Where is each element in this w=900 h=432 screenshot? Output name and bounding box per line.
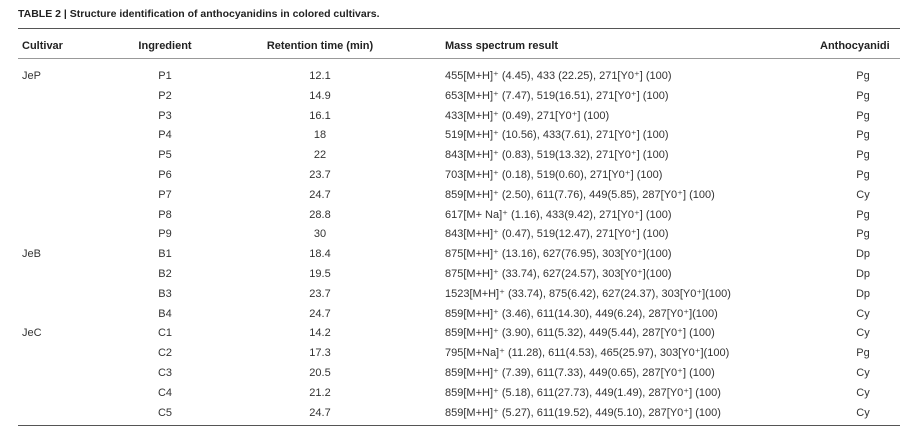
retention-time: 23.7 [309, 169, 331, 181]
anthocyanidin: Dp [855, 248, 871, 261]
ingredient: P4 [158, 129, 172, 142]
retention-time: 24.7 [309, 188, 331, 201]
ingredient: B4 [158, 307, 172, 320]
table-title: TABLE 2 | Structure identification of an… [18, 8, 380, 20]
retention-time: 23.7 [309, 287, 331, 300]
ingredient: C4 [157, 386, 173, 399]
ingredient: P1 [158, 70, 172, 82]
ingredient: P3 [158, 109, 172, 122]
anthocyanidin: Cy [856, 307, 870, 320]
cultivar: JeB [22, 248, 41, 261]
anthocyanidin: Pg [856, 109, 870, 122]
retention-time: 18 [313, 129, 327, 142]
mass-spectrum: 519[M+H]⁺ (10.56), 433(7.61), 271[Y0⁺] (… [445, 129, 669, 142]
anthocyanidin: Pg [856, 149, 870, 162]
column-header: Ingredient [138, 40, 192, 52]
mass-spectrum: 859[M+H]⁺ (5.18), 611(27.73), 449(1.49),… [445, 386, 721, 399]
anthocyanidin: Pg [856, 228, 870, 241]
anthocyanidin: Pg [856, 89, 870, 102]
mass-spectrum: 859[M+H]⁺ (7.39), 611(7.33), 449(0.65), … [445, 367, 715, 379]
column-header: Cultivar [22, 40, 63, 52]
anthocyanidin: Cy [856, 406, 870, 419]
anthocyanidin: Dp [855, 287, 871, 300]
ingredient: B2 [158, 268, 172, 280]
ingredient: P2 [158, 89, 172, 102]
ingredient: C2 [157, 347, 173, 360]
retention-time: 14.9 [309, 89, 331, 102]
retention-time: 28.8 [309, 208, 331, 221]
retention-time: 30 [313, 228, 327, 241]
anthocyanidin: Pg [856, 129, 870, 142]
anthocyanidin: Cy [856, 367, 870, 379]
retention-time: 12.1 [309, 70, 331, 82]
retention-time: 18.4 [309, 248, 331, 261]
mass-spectrum: 653[M+H]⁺ (7.47), 519(16.51), 271[Y0⁺] (… [445, 89, 669, 102]
mass-spectrum: 455[M+H]⁺ (4.45), 433 (22.25), 271[Y0⁺] … [445, 70, 672, 82]
anthocyanidin: Pg [856, 208, 870, 221]
retention-time: 16.1 [309, 109, 331, 122]
ingredient: B3 [158, 287, 172, 300]
retention-time: 24.7 [309, 406, 331, 419]
ingredient: C5 [157, 406, 173, 419]
header-rule [18, 58, 900, 59]
ingredient: P7 [158, 188, 172, 201]
anthocyanidin: Cy [856, 386, 870, 399]
mass-spectrum: 875[M+H]⁺ (13.16), 627(76.95), 303[Y0⁺](… [445, 248, 672, 261]
anthocyanidin: Pg [856, 169, 870, 181]
ingredient: C3 [157, 367, 173, 379]
anthocyanidin: Dp [855, 268, 871, 280]
mass-spectrum: 433[M+H]⁺ (0.49), 271[Y0⁺] (100) [445, 109, 610, 122]
mass-spectrum: 859[M+H]⁺ (3.90), 611(5.32), 449(5.44), … [445, 327, 715, 340]
retention-time: 21.2 [309, 386, 331, 399]
mass-spectrum: 859[M+H]⁺ (3.46), 611(14.30), 449(6.24),… [445, 307, 718, 320]
mass-spectrum: 843[M+H]⁺ (0.47), 519(12.47), 271[Y0⁺] (… [445, 228, 669, 241]
column-header: Anthocyanidi [820, 40, 890, 52]
retention-time: 20.5 [309, 367, 331, 379]
ingredient: B1 [158, 248, 172, 261]
mass-spectrum: 859[M+H]⁺ (5.27), 611(19.52), 449(5.10),… [445, 406, 721, 419]
retention-time: 17.3 [309, 347, 331, 360]
cultivar: JeC [22, 327, 42, 340]
column-header: Mass spectrum result [445, 40, 559, 52]
mass-spectrum: 1523[M+H]⁺ (33.74), 875(6.42), 627(24.37… [445, 287, 731, 300]
mass-spectrum: 859[M+H]⁺ (2.50), 611(7.76), 449(5.85), … [445, 188, 715, 201]
ingredient: P5 [158, 149, 172, 162]
retention-time: 19.5 [309, 268, 331, 280]
cultivar: JeP [22, 70, 41, 82]
anthocyanidin: Cy [856, 327, 870, 340]
mass-spectrum: 875[M+H]⁺ (33.74), 627(24.57), 303[Y0⁺](… [445, 268, 672, 280]
retention-time: 24.7 [309, 307, 331, 320]
ingredient: P9 [158, 228, 172, 241]
mass-spectrum: 703[M+H]⁺ (0.18), 519(0.60), 271[Y0⁺] (1… [445, 169, 663, 181]
bottom-rule [18, 425, 900, 426]
mass-spectrum: 843[M+H]⁺ (0.83), 519(13.32), 271[Y0⁺] (… [445, 149, 669, 162]
retention-time: 14.2 [309, 327, 331, 340]
retention-time: 22 [313, 149, 327, 162]
anthocyanidin: Cy [856, 188, 870, 201]
top-rule [18, 28, 900, 29]
anthocyanidin: Pg [856, 70, 870, 82]
ingredient: C1 [157, 327, 173, 340]
anthocyanidin: Pg [856, 347, 870, 360]
ingredient: P8 [158, 208, 172, 221]
column-header: Retention time (min) [266, 40, 374, 52]
ingredient: P6 [158, 169, 172, 181]
mass-spectrum: 617[M+ Na]⁺ (1.16), 433(9.42), 271[Y0⁺] … [445, 208, 672, 221]
mass-spectrum: 795[M+Na]⁺ (11.28), 611(4.53), 465(25.97… [445, 347, 730, 360]
